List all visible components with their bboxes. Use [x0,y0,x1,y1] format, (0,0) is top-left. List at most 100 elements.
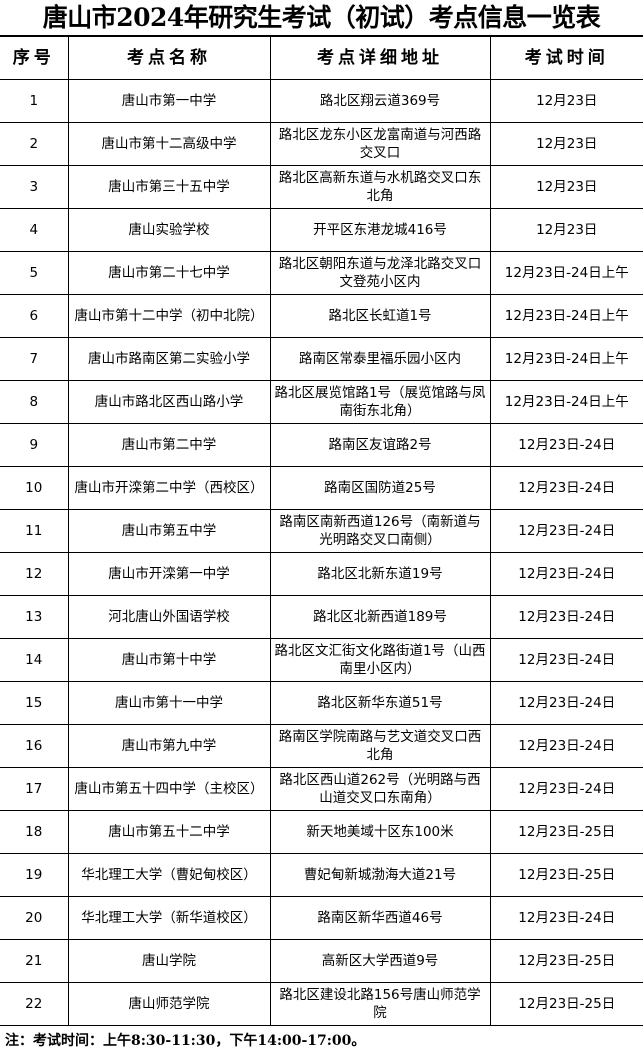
table-row: 6 唐山市第十二中学（初中北院） 路北区长虹道1号 12月23日-24日上午 [0,294,643,338]
row-index: 4 [0,208,69,252]
site-address: 路北区朝阳东道与龙泽北路交叉口文登苑小区内 [269,251,491,295]
site-name: 唐山市第五十四中学（主校区） [67,767,271,811]
table-row: 10 唐山市开滦第二中学（西校区） 路南区国防道25号 12月23日-24日 [0,466,643,510]
row-index: 10 [0,466,69,510]
row-index: 13 [0,595,69,639]
site-address: 路北区文汇街文化路街道1号（山西南里小区内） [269,638,491,682]
header-exam-time: 考试时间 [489,36,643,80]
site-name: 唐山市第十中学 [67,638,271,682]
site-name: 唐山市第十二中学（初中北院） [67,294,271,338]
site-address: 路北区建设北路156号唐山师范学院 [269,982,491,1026]
site-address: 高新区大学西道9号 [269,939,491,983]
exam-time: 12月23日-24日 [489,509,643,553]
row-index: 3 [0,165,69,209]
exam-time: 12月23日 [489,165,643,209]
exam-time: 12月23日-24日上午 [489,380,643,424]
site-address: 曹妃甸新城渤海大道21号 [269,853,491,897]
row-index: 21 [0,939,69,983]
table-row: 22 唐山师范学院 路北区建设北路156号唐山师范学院 12月23日-25日 [0,982,643,1026]
table-row: 3 唐山市第三十五中学 路北区高新东道与水机路交叉口东北角 12月23日 [0,165,643,209]
exam-time: 12月23日-24日 [489,466,643,510]
row-index: 5 [0,251,69,295]
site-address: 路北区长虹道1号 [269,294,491,338]
exam-time: 12月23日-24日 [489,552,643,596]
row-index: 6 [0,294,69,338]
site-address: 路北区西山道262号（光明路与西山道交叉口东南角） [269,767,491,811]
site-address: 路北区北新东道19号 [269,552,491,596]
exam-time: 12月23日-24日 [489,767,643,811]
row-index: 18 [0,810,69,854]
table-row: 20 华北理工大学（新华道校区） 路南区新华西道46号 12月23日-24日 [0,896,643,940]
table-row: 16 唐山市第九中学 路南区学院南路与艺文道交叉口西北角 12月23日-24日 [0,724,643,768]
exam-time: 12月23日-24日 [489,595,643,639]
exam-time: 12月23日-25日 [489,853,643,897]
site-name: 唐山市第九中学 [67,724,271,768]
site-address: 路北区龙东小区龙富南道与河西路交叉口 [269,122,491,166]
site-address: 路南区常泰里福乐园小区内 [269,337,491,381]
site-name: 唐山市第五十二中学 [67,810,271,854]
header-site-name: 考点名称 [67,36,271,80]
site-name: 唐山市路北区西山路小学 [67,380,271,424]
site-name: 唐山市第十一中学 [67,681,271,725]
table-row: 17 唐山市第五十四中学（主校区） 路北区西山道262号（光明路与西山道交叉口东南角… [0,767,643,811]
site-name: 河北唐山外国语学校 [67,595,271,639]
site-address: 路北区新华东道51号 [269,681,491,725]
table-row: 7 唐山市路南区第二实验小学 路南区常泰里福乐园小区内 12月23日-24日上午 [0,337,643,381]
row-index: 20 [0,896,69,940]
site-name: 唐山市第十二高级中学 [67,122,271,166]
table-row: 8 唐山市路北区西山路小学 路北区展览馆路1号（展览馆路与凤南街东北角） 12月23日… [0,380,643,424]
exam-time: 12月23日 [489,208,643,252]
site-address: 路北区高新东道与水机路交叉口东北角 [269,165,491,209]
table-row: 19 华北理工大学（曹妃甸校区） 曹妃甸新城渤海大道21号 12月23日-25日 [0,853,643,897]
row-index: 22 [0,982,69,1026]
row-index: 14 [0,638,69,682]
site-name: 唐山市第三十五中学 [67,165,271,209]
exam-time: 12月23日-24日 [489,896,643,940]
header-index: 序号 [0,36,69,80]
row-index: 19 [0,853,69,897]
row-index: 17 [0,767,69,811]
site-address: 路南区新华西道46号 [269,896,491,940]
row-index: 8 [0,380,69,424]
row-index: 11 [0,509,69,553]
site-address: 路南区友谊路2号 [269,423,491,467]
table-row: 21 唐山学院 高新区大学西道9号 12月23日-25日 [0,939,643,983]
exam-time: 12月23日-24日上午 [489,251,643,295]
site-address: 新天地美域十区东100米 [269,810,491,854]
site-name: 唐山市路南区第二实验小学 [67,337,271,381]
page-title: 唐山市2024年研究生考试（初试）考点信息一览表 [0,0,643,36]
site-name: 唐山市第二十七中学 [67,251,271,295]
exam-time: 12月23日-24日 [489,423,643,467]
site-name: 唐山市开滦第二中学（西校区） [67,466,271,510]
site-address: 路北区翔云道369号 [269,79,491,123]
exam-time: 12月23日 [489,122,643,166]
table-row: 13 河北唐山外国语学校 路北区北新西道189号 12月23日-24日 [0,595,643,639]
site-name: 唐山市第一中学 [67,79,271,123]
site-name: 华北理工大学（曹妃甸校区） [67,853,271,897]
row-index: 2 [0,122,69,166]
site-name: 唐山市开滦第一中学 [67,552,271,596]
site-address: 路北区北新西道189号 [269,595,491,639]
header-row: 序号 考点名称 考点详细地址 考试时间 [0,36,643,80]
site-address: 路南区学院南路与艺文道交叉口西北角 [269,724,491,768]
row-index: 16 [0,724,69,768]
exam-time: 12月23日-25日 [489,939,643,983]
exam-time: 12月23日-24日上午 [489,337,643,381]
site-name: 唐山实验学校 [67,208,271,252]
site-address: 路南区国防道25号 [269,466,491,510]
exam-time: 12月23日-25日 [489,810,643,854]
site-name: 唐山学院 [67,939,271,983]
table-row: 5 唐山市第二十七中学 路北区朝阳东道与龙泽北路交叉口文登苑小区内 12月23日-24… [0,251,643,295]
site-name: 华北理工大学（新华道校区） [67,896,271,940]
table-row: 1 唐山市第一中学 路北区翔云道369号 12月23日 [0,79,643,123]
header-address: 考点详细地址 [269,36,491,80]
exam-time: 12月23日-25日 [489,982,643,1026]
table-row: 4 唐山实验学校 开平区东港龙城416号 12月23日 [0,208,643,252]
row-index: 7 [0,337,69,381]
table-row: 11 唐山市第五中学 路南区南新西道126号（南新道与光明路交叉口南侧） 12月23日… [0,509,643,553]
site-address: 路南区南新西道126号（南新道与光明路交叉口南侧） [269,509,491,553]
exam-time: 12月23日-24日 [489,724,643,768]
footer-note: 注：考试时间：上午8:30-11:30，下午14:00-17:00。 [5,1033,366,1049]
table-row: 18 唐山市第五十二中学 新天地美域十区东100米 12月23日-25日 [0,810,643,854]
row-index: 15 [0,681,69,725]
